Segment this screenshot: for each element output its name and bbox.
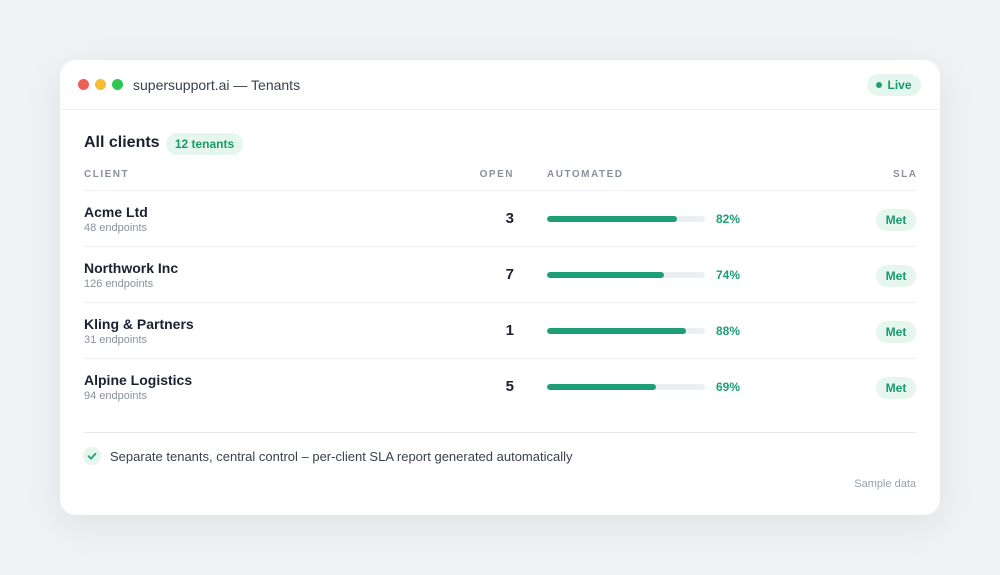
- column-header: OPEN: [479, 169, 514, 180]
- progress-track: [547, 272, 705, 278]
- progress-track: [547, 328, 705, 334]
- source-note: Sample data: [854, 478, 916, 490]
- status-dot: [876, 82, 883, 88]
- titlebar-border: [60, 109, 940, 110]
- automated-label: 88%: [716, 324, 741, 338]
- client-name: Alpine Logistics: [84, 372, 193, 388]
- row-separator: [84, 246, 916, 247]
- close-dot[interactable]: [78, 79, 89, 90]
- client-endpoints: 94 endpoints: [84, 390, 147, 402]
- progress-bar: [547, 216, 677, 222]
- automated-label: 69%: [716, 380, 741, 394]
- progress-bar: [547, 272, 664, 278]
- row-separator: [84, 358, 916, 359]
- sla-pill: Met: [876, 265, 916, 287]
- client-name: Northwork Inc: [84, 260, 179, 276]
- status: Live: [887, 78, 912, 92]
- sla-pill: Met: [876, 377, 916, 399]
- client-name: Kling & Partners: [84, 316, 194, 332]
- client-endpoints: 48 endpoints: [84, 222, 147, 234]
- open-count: 5: [505, 378, 514, 395]
- client-name: Acme Ltd: [84, 204, 148, 220]
- automated-label: 74%: [716, 268, 741, 282]
- row-separator: [84, 302, 916, 303]
- client-endpoints: 31 endpoints: [84, 334, 147, 346]
- status-pill: Live: [867, 74, 921, 96]
- section-title: All clients: [84, 134, 160, 151]
- column-header: CLIENT: [84, 169, 130, 180]
- row-separator: [84, 190, 916, 191]
- check-icon: [83, 447, 101, 465]
- open-count: 3: [505, 210, 514, 227]
- sla-pill: Met: [876, 321, 916, 343]
- column-header: SLA: [893, 169, 918, 180]
- sla-pill: Met: [876, 209, 916, 231]
- footer-border: [84, 432, 916, 433]
- progress-track: [547, 216, 705, 222]
- open-count: 7: [505, 266, 514, 283]
- progress-bar: [547, 328, 687, 334]
- automated-label: 82%: [716, 212, 741, 226]
- tenant-badge: 12 tenants: [166, 133, 243, 155]
- zoom-dot[interactable]: [112, 79, 123, 90]
- minimize-dot[interactable]: [95, 79, 106, 90]
- column-header: AUTOMATED: [547, 169, 624, 180]
- window-title: supersupport.ai — Tenants: [133, 77, 301, 93]
- progress-bar: [547, 384, 657, 390]
- client-endpoints: 126 endpoints: [84, 278, 154, 290]
- footer-note: Separate tenants, central control – per-…: [110, 449, 573, 464]
- open-count: 1: [505, 322, 514, 339]
- progress-track: [547, 384, 705, 390]
- window: supersupport.ai — Tenants Live All clien…: [60, 60, 940, 515]
